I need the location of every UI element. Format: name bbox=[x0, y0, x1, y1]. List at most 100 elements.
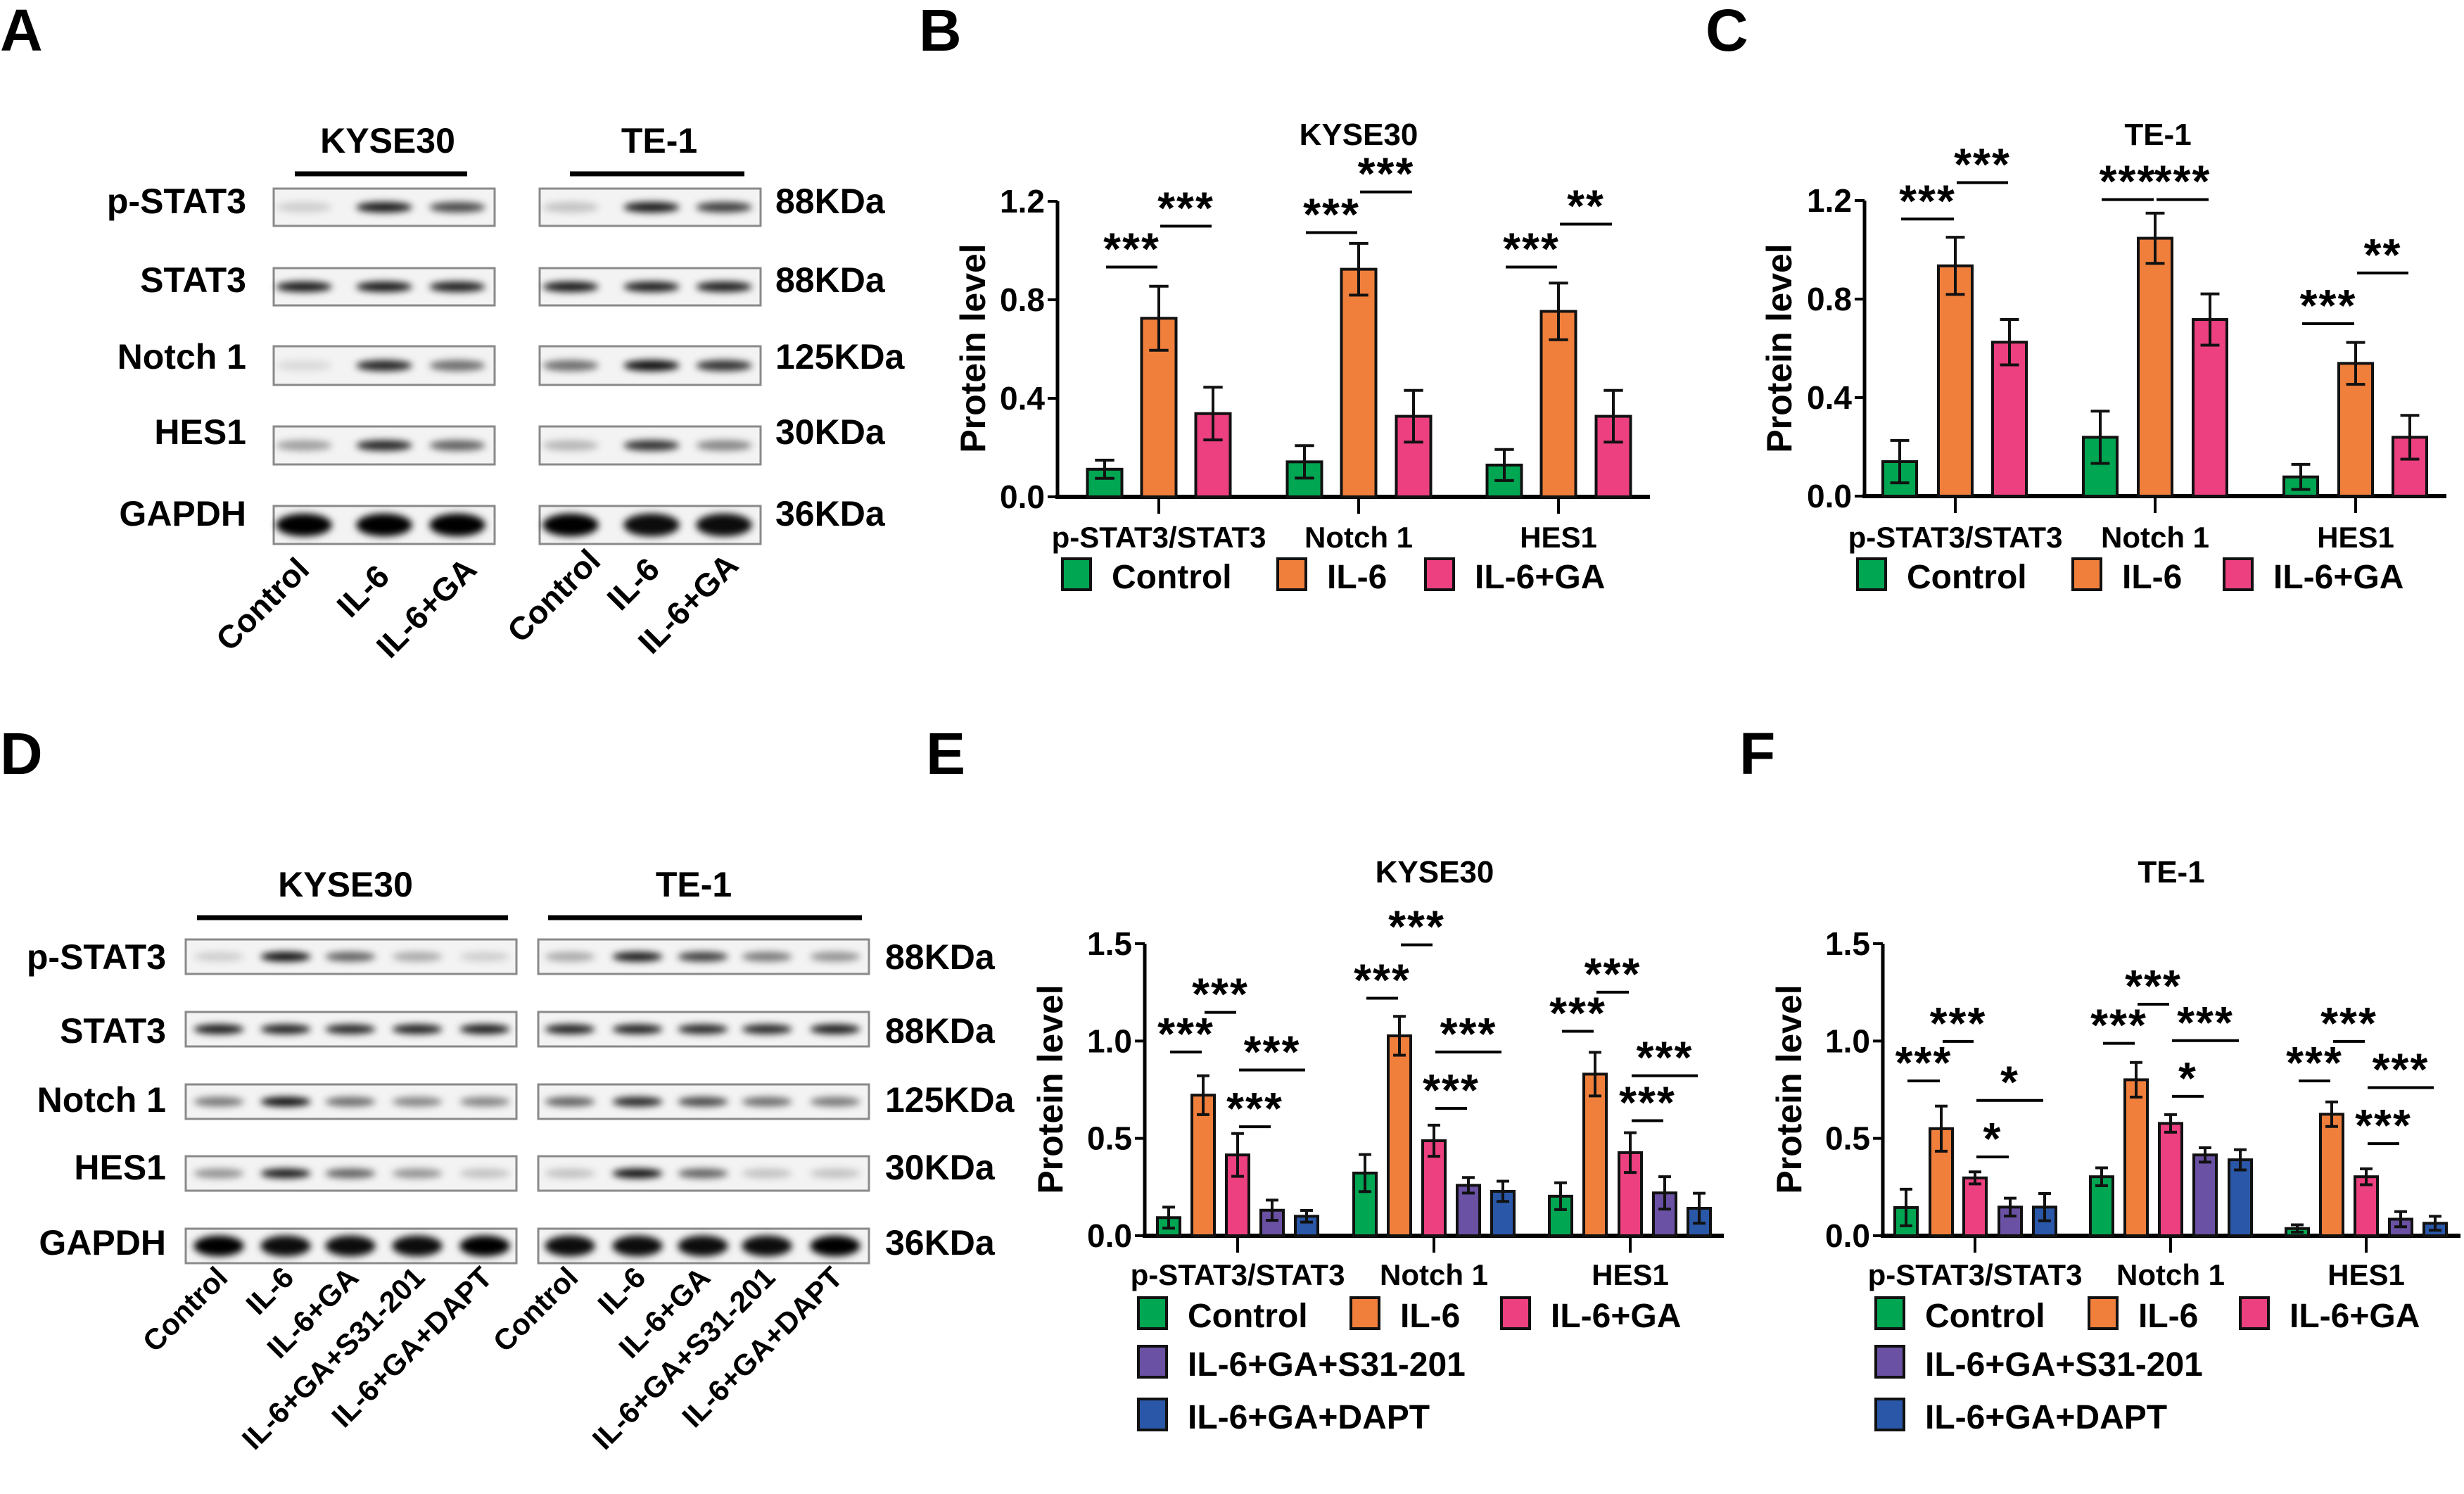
protein-band bbox=[742, 1096, 792, 1107]
significance-stars: *** bbox=[1423, 1065, 1480, 1115]
significance-stars: *** bbox=[2286, 1037, 2343, 1088]
protein-band bbox=[678, 951, 728, 962]
protein-band bbox=[742, 1024, 792, 1034]
western-blot-panel-a: KYSE30 TE-1 p-STAT3 88KDa STAT3 88KDa Notch 1 1… bbox=[107, 121, 906, 665]
significance-stars: * bbox=[1983, 1113, 2002, 1164]
significance-stars: ** bbox=[1567, 181, 1605, 232]
protein-band bbox=[623, 360, 680, 372]
protein-band bbox=[356, 360, 412, 372]
protein-label: GAPDH bbox=[39, 1223, 166, 1262]
protein-band bbox=[612, 1096, 663, 1107]
western-blot-panel-d: KYSE30 TE-1 p-STAT3 88KDa STAT3 88KDa Notch 1 1… bbox=[27, 865, 1015, 1456]
protein-band bbox=[429, 513, 485, 537]
y-tick-label: 1.5 bbox=[1087, 925, 1132, 962]
significance-stars: *** bbox=[2300, 280, 2357, 331]
protein-label: Notch 1 bbox=[37, 1080, 166, 1120]
protein-band bbox=[459, 1168, 510, 1179]
legend-swatch bbox=[1500, 1296, 1531, 1330]
bar-il-6 bbox=[2137, 236, 2173, 498]
x-tick-label: HES1 bbox=[2317, 521, 2394, 554]
molecular-weight-label: 36KDa bbox=[885, 1223, 996, 1262]
legend-label: IL-6 bbox=[1327, 559, 1387, 596]
legend-label: IL-6+GA bbox=[1551, 1298, 1681, 1335]
significance-stars: *** bbox=[1226, 1083, 1283, 1134]
legend-swatch bbox=[1424, 557, 1455, 591]
protein-band bbox=[260, 1024, 311, 1034]
protein-label: STAT3 bbox=[140, 260, 246, 300]
y-tick-label: 0.0 bbox=[1825, 1217, 1870, 1254]
legend-label: IL-6+GA+DAPT bbox=[1188, 1399, 1430, 1436]
lane-label: IL-6 bbox=[329, 557, 396, 624]
protein-band bbox=[623, 202, 680, 213]
significance-stars: *** bbox=[1358, 148, 1415, 199]
protein-band bbox=[545, 1024, 595, 1034]
protein-band bbox=[276, 513, 332, 537]
significance-stars: *** bbox=[1244, 1027, 1301, 1077]
significance-stars: *** bbox=[1157, 1008, 1214, 1059]
chart-title: KYSE30 bbox=[1300, 118, 1418, 152]
protein-band bbox=[193, 1096, 244, 1107]
legend-label: IL-6 bbox=[1400, 1298, 1460, 1335]
molecular-weight-label: 88KDa bbox=[775, 182, 886, 221]
legend-label: IL-6+GA bbox=[2290, 1298, 2420, 1335]
legend-swatch bbox=[1276, 557, 1307, 591]
significance-stars: *** bbox=[1103, 223, 1160, 274]
panel-letter-b: B bbox=[919, 0, 962, 63]
protein-band bbox=[429, 281, 485, 292]
legend-label: IL-6 bbox=[2138, 1298, 2198, 1335]
protein-band bbox=[325, 1096, 376, 1107]
legend-swatch bbox=[1856, 557, 1887, 591]
protein-label: STAT3 bbox=[60, 1011, 166, 1051]
protein-band bbox=[696, 202, 752, 213]
y-tick-label: 0.8 bbox=[1807, 281, 1852, 317]
cell-line-label: TE-1 bbox=[656, 865, 732, 904]
protein-band bbox=[459, 1096, 510, 1107]
legend-swatch bbox=[1137, 1345, 1168, 1379]
molecular-weight-label: 30KDa bbox=[885, 1148, 996, 1187]
protein-band bbox=[429, 202, 485, 213]
protein-band bbox=[542, 281, 599, 292]
significance-stars: *** bbox=[1503, 223, 1560, 274]
chart-title: TE-1 bbox=[2138, 855, 2204, 890]
protein-band bbox=[810, 951, 861, 962]
cell-line-label: KYSE30 bbox=[320, 121, 455, 160]
significance-stars: *** bbox=[1303, 189, 1360, 239]
bar-il-6 bbox=[2319, 1113, 2344, 1237]
significance-stars: * bbox=[2178, 1053, 2197, 1103]
bar-il-6-ga bbox=[1962, 1176, 1988, 1237]
y-tick-label: 0.5 bbox=[1825, 1120, 1870, 1157]
significance-stars: *** bbox=[2373, 1044, 2430, 1094]
molecular-weight-label: 88KDa bbox=[885, 1011, 996, 1051]
x-tick-label: p-STAT3/STAT3 bbox=[1052, 521, 1266, 554]
protein-band bbox=[742, 1235, 792, 1257]
molecular-weight-label: 30KDa bbox=[775, 412, 886, 452]
protein-band bbox=[696, 281, 752, 292]
chart-title: KYSE30 bbox=[1376, 855, 1494, 890]
protein-band bbox=[678, 1235, 728, 1257]
protein-band bbox=[810, 1096, 861, 1107]
x-tick-label: HES1 bbox=[1592, 1258, 1669, 1291]
significance-stars: *** bbox=[1354, 954, 1411, 1005]
panel-letter-e: E bbox=[926, 721, 965, 787]
bar-il-6-ga bbox=[1991, 341, 2028, 498]
molecular-weight-label: 125KDa bbox=[885, 1080, 1015, 1120]
protein-band bbox=[612, 951, 663, 962]
x-tick-label: Notch 1 bbox=[2116, 1258, 2225, 1291]
protein-band bbox=[356, 281, 412, 292]
protein-band bbox=[356, 202, 412, 213]
protein-band bbox=[325, 1024, 376, 1034]
legend-label: Control bbox=[1925, 1298, 2045, 1335]
protein-band bbox=[542, 360, 599, 372]
lane-label: Control bbox=[209, 550, 316, 657]
legend-swatch bbox=[2088, 1296, 2119, 1330]
significance-stars: *** bbox=[2100, 156, 2157, 207]
panel-letter-f: F bbox=[1739, 721, 1775, 787]
protein-band bbox=[276, 440, 332, 451]
y-tick-label: 0.8 bbox=[1000, 281, 1045, 318]
legend-label: IL-6 bbox=[2122, 559, 2182, 596]
bar-il-6 bbox=[1340, 267, 1378, 498]
cell-line-label: TE-1 bbox=[621, 121, 697, 160]
bar-il-6 bbox=[2123, 1078, 2149, 1238]
molecular-weight-label: 88KDa bbox=[775, 260, 886, 300]
